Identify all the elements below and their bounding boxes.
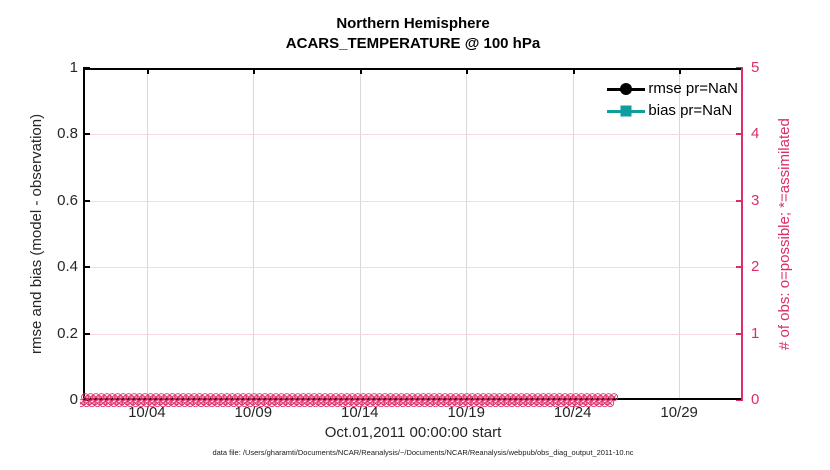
legend-label: bias pr=NaN [648, 102, 733, 119]
plot-area [83, 67, 743, 401]
horizontal-gridline [83, 333, 743, 335]
left-axis-line [83, 68, 85, 400]
left-tick-label: 0.8 [57, 125, 78, 143]
right-tick-mark [736, 332, 743, 335]
left-tick-label: 1 [69, 59, 78, 76]
x-tick-label: 10/29 [660, 404, 698, 421]
x-tick-label: 10/14 [340, 404, 379, 421]
right-tick-mark [736, 399, 743, 401]
vertical-gridline [572, 68, 574, 400]
left-axis-tick-labels: 1 0.8 0.6 0.4 0.2 0 [0, 59, 78, 408]
right-tick-label: 2 [751, 258, 760, 276]
left-tick-mark [83, 266, 90, 269]
right-tick-label: 5 [751, 59, 760, 76]
right-axis-line [741, 68, 743, 400]
vertical-gridline [679, 68, 681, 400]
filled-circle-marker-icon [620, 82, 633, 95]
x-axis-label: Oct.01,2011 00:00:00 start [324, 424, 502, 441]
vertical-gridline [146, 68, 148, 400]
left-tick-mark [83, 332, 90, 335]
vertical-gridline [253, 68, 255, 400]
top-tick-mark [679, 68, 682, 74]
left-axis-label: rmse and bias (model - observation) [28, 113, 45, 355]
right-tick-mark [736, 199, 743, 202]
left-tick-label: 0.4 [57, 258, 78, 276]
data-file-path: data file: /Users/gharamti/Documents/NCA… [212, 448, 634, 457]
left-tick-label: 0 [69, 391, 78, 408]
x-tick-label: 10/09 [234, 404, 273, 421]
x-axis-tick-labels: 10/04 10/09 10/14 10/19 10/24 10/29 [83, 404, 743, 422]
top-tick-mark [572, 68, 575, 74]
left-tick-mark [83, 399, 90, 401]
legend-line-sample [607, 104, 646, 118]
left-tick-mark [83, 133, 90, 136]
legend-line-sample [607, 82, 646, 96]
legend-item: bias pr=NaN [607, 100, 738, 121]
left-tick-label: 0.6 [57, 191, 78, 209]
vertical-gridline [359, 68, 361, 400]
x-tick-label: 10/19 [447, 404, 485, 421]
vertical-gridline [466, 68, 468, 400]
left-tick-label: 0.2 [57, 324, 78, 342]
top-tick-mark [146, 68, 149, 74]
right-tick-label: 3 [751, 191, 760, 209]
horizontal-gridline [83, 267, 743, 269]
right-tick-label: 4 [751, 125, 760, 143]
filled-square-marker-icon [620, 105, 632, 116]
obs-marker-row: ⊗⊗⊗⊗⊗⊗⊗⊗⊗⊗⊗⊗⊗⊗⊗⊗⊗⊗⊗⊗⊗⊗⊗⊗⊗⊗⊗⊗⊗⊗⊗⊗⊗⊗⊗⊗⊗⊗⊗⊗… [80, 396, 615, 407]
horizontal-gridline [83, 134, 743, 136]
legend: rmse pr=NaN bias pr=NaN [607, 78, 738, 121]
x-tick-label: 10/04 [128, 404, 166, 421]
obs-count-marker-band: ⊗⊗⊗⊗⊗⊗⊗⊗⊗⊗⊗⊗⊗⊗⊗⊗⊗⊗⊗⊗⊗⊗⊗⊗⊗⊗⊗⊗⊗⊗⊗⊗⊗⊗⊗⊗⊗⊗⊗⊗… [80, 392, 746, 407]
right-tick-mark [736, 133, 743, 136]
right-tick-label: 0 [751, 391, 760, 408]
right-tick-mark [736, 266, 743, 269]
legend-item: rmse pr=NaN [607, 78, 738, 99]
right-axis-tick-labels: 5 4 3 2 1 0 [751, 59, 791, 408]
right-axis-label: # of obs: o=possible; *=assimilated [776, 118, 793, 350]
x-tick-label: 10/24 [553, 404, 592, 421]
top-tick-mark [466, 68, 469, 74]
top-axis-line [83, 68, 743, 70]
top-tick-mark [359, 68, 362, 74]
legend-label: rmse pr=NaN [648, 80, 738, 97]
chart-title: Northern Hemisphere ACARS_TEMPERATURE @ … [83, 14, 743, 54]
horizontal-gridline [83, 200, 743, 202]
left-tick-mark [83, 199, 90, 202]
bottom-axis-line [83, 398, 743, 400]
top-tick-mark [253, 68, 256, 74]
right-tick-label: 1 [751, 324, 760, 342]
chart-title-line2: ACARS_TEMPERATURE @ 100 hPa [285, 35, 541, 52]
chart-title-line1: Northern Hemisphere [336, 15, 490, 32]
obs-marker-row: ⊗⊗⊗⊗⊗⊗⊗⊗⊗⊗⊗⊗⊗⊗⊗⊗⊗⊗⊗⊗⊗⊗⊗⊗⊗⊗⊗⊗⊗⊗⊗⊗⊗⊗⊗⊗⊗⊗⊗⊗… [80, 392, 619, 404]
